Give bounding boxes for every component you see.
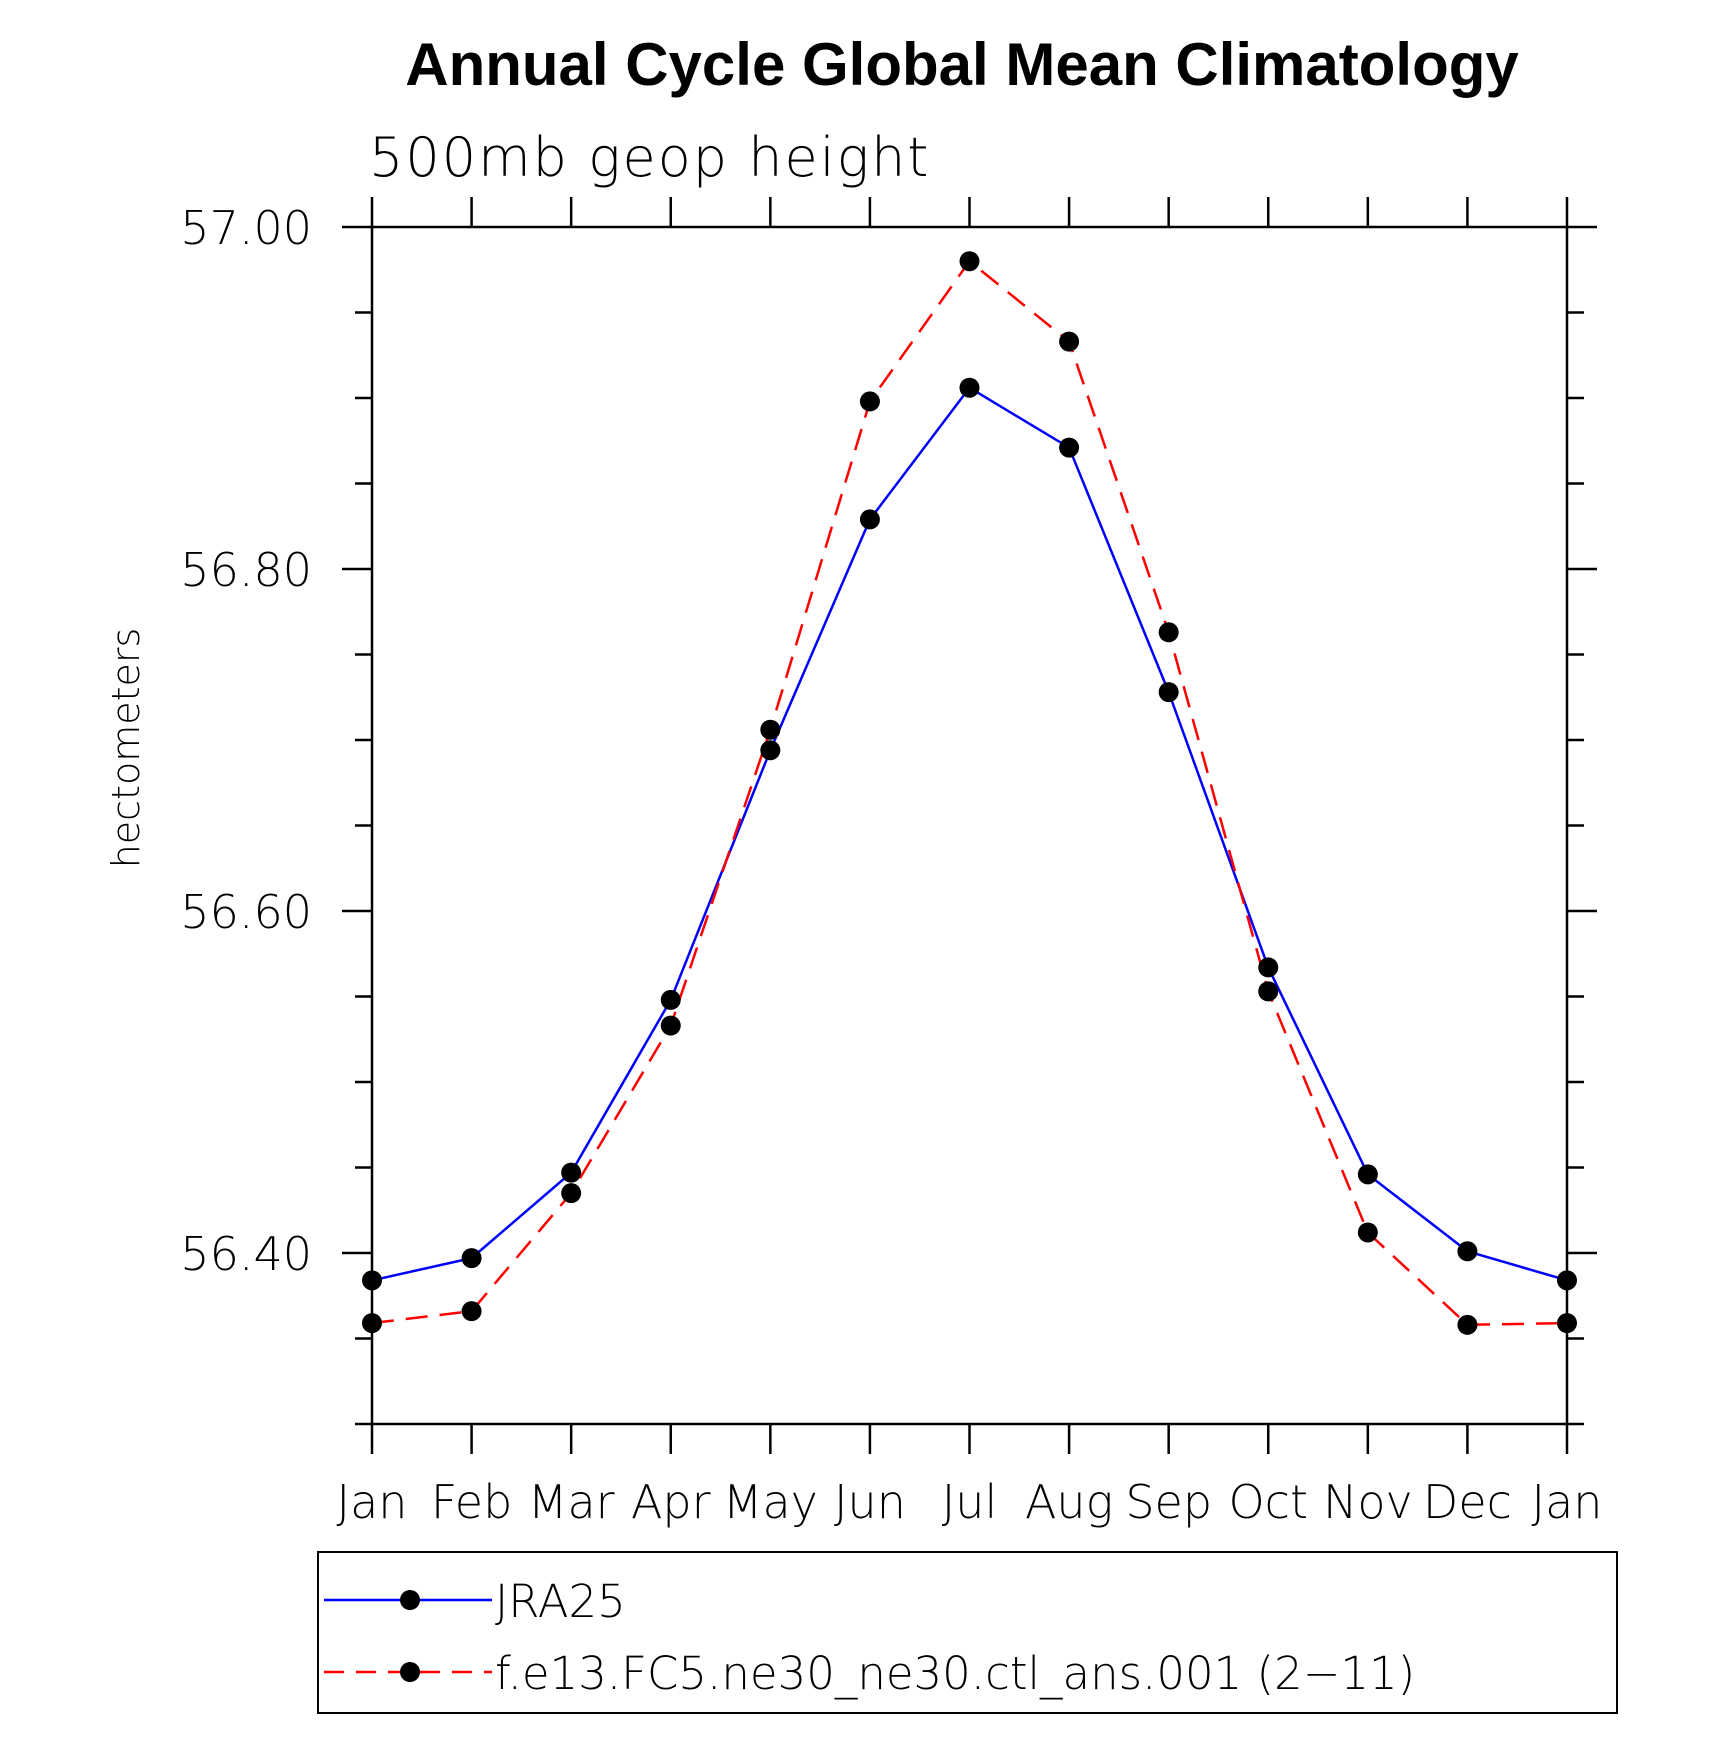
- plot-frame: [370, 225, 1569, 1426]
- data-point-series-1: [760, 719, 781, 740]
- data-point-series-1: [1158, 622, 1179, 643]
- y-axis-label: hectometers: [104, 628, 148, 869]
- data-point-series-0: [859, 509, 880, 530]
- x-tick-label: Sep: [1125, 1475, 1212, 1529]
- y-tick-label: 56.60: [180, 885, 312, 939]
- x-tick-label: Oct: [1228, 1475, 1308, 1529]
- data-point-series-0: [561, 1162, 582, 1183]
- x-tick-label: Jan: [337, 1475, 408, 1529]
- legend-marker-jra25: [400, 1590, 420, 1610]
- data-point-series-1: [1059, 331, 1080, 352]
- data-point-series-0: [1557, 1270, 1577, 1291]
- data-point-series-1: [1357, 1222, 1378, 1243]
- data-point-series-1: [660, 1015, 681, 1036]
- data-point-series-1: [859, 391, 880, 412]
- legend-entry-jra25: JRA25: [324, 1575, 626, 1628]
- chart-subtitle: 500mb geop height: [369, 126, 930, 189]
- data-point-series-0: [1258, 957, 1279, 978]
- series-layer: [362, 251, 1577, 1335]
- x-tick-label: Feb: [431, 1475, 512, 1529]
- x-axis: Jan Feb Mar Apr May Jun Jul Aug Sep Oct Nov Dec Jan: [337, 197, 1603, 1529]
- y-axis: 57.00 56.80 56.60 56.40: [180, 201, 1597, 1426]
- legend: JRA25 f.e13.FC5.ne30_ne30.ctl_ans.001 (2…: [317, 1551, 1618, 1714]
- data-point-series-1: [1258, 981, 1279, 1002]
- data-point-series-0: [1158, 682, 1179, 703]
- x-tick-label: Mar: [528, 1475, 615, 1529]
- chart-title: Annual Cycle Global Mean Climatology: [405, 31, 1519, 98]
- x-tick-label: Jul: [942, 1475, 998, 1529]
- data-point-series-1: [1457, 1314, 1478, 1335]
- x-tick-label: Aug: [1025, 1475, 1113, 1529]
- x-tick-label: Nov: [1323, 1475, 1413, 1529]
- y-tick-label: 56.40: [180, 1227, 312, 1281]
- data-point-series-0: [1357, 1164, 1378, 1185]
- plot-border: [370, 225, 1569, 1426]
- data-point-series-0: [1457, 1241, 1478, 1262]
- data-point-series-0: [362, 1270, 382, 1291]
- data-point-series-0: [660, 989, 681, 1010]
- data-point-series-1: [1557, 1313, 1577, 1334]
- data-point-series-1: [561, 1183, 582, 1204]
- data-point-series-1: [461, 1301, 482, 1322]
- legend-label-model: f.e13.FC5.ne30_ne30.ctl_ans.001 (2−11): [495, 1647, 1415, 1700]
- data-point-series-0: [760, 740, 781, 761]
- legend-label-jra25: JRA25: [495, 1575, 626, 1628]
- y-tick-label: 57.00: [180, 201, 312, 255]
- legend-entry-model: f.e13.FC5.ne30_ne30.ctl_ans.001 (2−11): [324, 1647, 1415, 1700]
- legend-box: [317, 1551, 1618, 1714]
- data-point-series-0: [1059, 437, 1080, 458]
- x-tick-label: Apr: [631, 1475, 711, 1529]
- x-tick-label: Jun: [834, 1475, 906, 1529]
- series-line-0: [371, 386, 1568, 1282]
- x-tick-label: Jan: [1532, 1475, 1603, 1529]
- data-point-series-1: [362, 1313, 382, 1334]
- series-line-1: [371, 259, 1568, 1327]
- data-point-series-0: [461, 1248, 482, 1269]
- y-tick-label: 56.80: [180, 543, 312, 597]
- x-tick-label: Dec: [1423, 1475, 1512, 1529]
- data-point-series-0: [959, 377, 980, 398]
- data-point-series-1: [959, 251, 980, 272]
- x-tick-label: May: [723, 1475, 818, 1529]
- legend-marker-model: [400, 1662, 420, 1682]
